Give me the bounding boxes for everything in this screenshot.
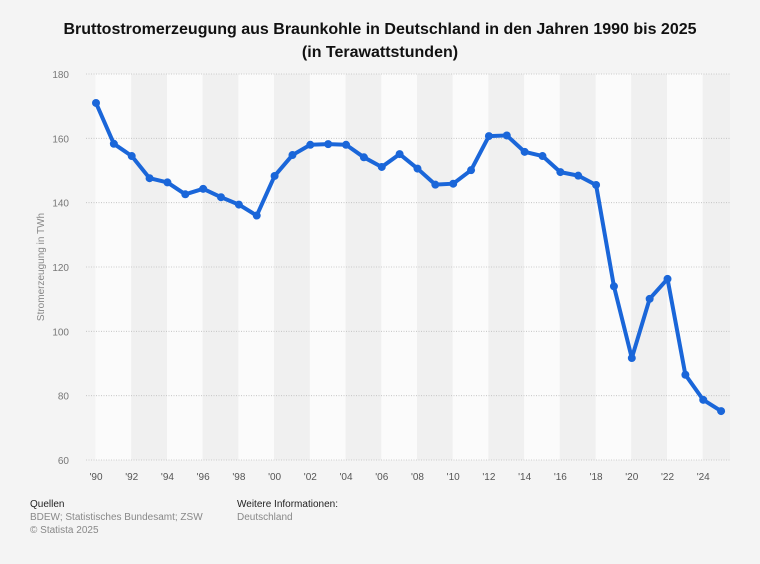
data-point <box>717 407 726 416</box>
chart-title: Bruttostromerzeugung aus Braunkohle in D… <box>63 21 697 61</box>
y-tick-label: 180 <box>52 70 69 81</box>
x-tick-label: '18 <box>590 472 603 483</box>
data-point <box>145 174 154 183</box>
data-point <box>306 140 315 149</box>
x-tick-label: '96 <box>197 472 210 483</box>
x-tick-label: '04 <box>340 472 353 483</box>
data-point <box>127 152 136 161</box>
info-text: Deutschland <box>237 512 293 523</box>
sources-text: BDEW; Statistisches Bundesamt; ZSW <box>30 512 203 523</box>
data-point <box>324 140 333 149</box>
data-point <box>377 162 386 171</box>
data-point <box>502 131 511 140</box>
data-point <box>252 211 261 220</box>
x-tick-label: '02 <box>304 472 317 483</box>
background-band <box>595 74 632 460</box>
data-point <box>359 153 368 162</box>
x-tick-label: '20 <box>625 472 638 483</box>
data-point <box>645 294 654 303</box>
data-point <box>234 200 243 209</box>
background-band <box>309 74 346 460</box>
background-band <box>166 74 203 460</box>
y-axis-label: Stromerzeugung in TWh <box>36 213 47 321</box>
x-tick-label: '94 <box>161 472 174 483</box>
data-point <box>699 395 708 404</box>
data-point <box>592 180 601 189</box>
data-point <box>288 151 297 160</box>
background-band <box>345 74 382 460</box>
sources-block: Quellen BDEW; Statistisches Bundesamt; Z… <box>30 498 203 537</box>
data-point <box>270 171 279 180</box>
x-tick-label: '12 <box>482 472 495 483</box>
background-band <box>202 74 239 460</box>
y-tick-label: 140 <box>52 199 69 210</box>
y-tick-label: 100 <box>52 327 69 338</box>
data-point <box>574 171 583 180</box>
data-point <box>181 190 190 199</box>
sources-heading: Quellen <box>30 499 65 510</box>
x-tick-label: '90 <box>89 472 102 483</box>
data-point <box>413 164 422 173</box>
x-tick-label: '10 <box>447 472 460 483</box>
data-point <box>109 139 118 148</box>
data-point <box>538 152 547 161</box>
data-point <box>217 193 226 202</box>
data-point <box>467 166 476 175</box>
data-point <box>609 282 618 291</box>
data-point <box>663 274 672 283</box>
background-band <box>559 74 596 460</box>
x-tick-label: '16 <box>554 472 567 483</box>
info-heading: Weitere Informationen: <box>237 499 338 510</box>
background-band <box>416 74 453 460</box>
data-point <box>163 178 172 187</box>
data-point <box>449 179 458 188</box>
data-point <box>342 140 351 149</box>
x-tick-label: '00 <box>268 472 281 483</box>
data-point <box>395 150 404 159</box>
copyright-text: © Statista 2025 <box>30 525 99 536</box>
data-point <box>92 98 100 107</box>
data-point <box>627 354 636 363</box>
data-point <box>484 132 493 141</box>
x-tick-label: '24 <box>697 472 710 483</box>
background-band <box>95 74 132 460</box>
data-point <box>199 184 208 193</box>
x-tick-label: '14 <box>518 472 531 483</box>
data-point <box>556 168 565 177</box>
background-band <box>667 74 703 460</box>
y-tick-label: 60 <box>58 456 70 467</box>
x-tick-label: '06 <box>375 472 388 483</box>
info-block: Weitere Informationen: Deutschland <box>237 498 338 524</box>
x-tick-label: '08 <box>411 472 424 483</box>
y-tick-label: 120 <box>52 263 69 274</box>
y-tick-label: 160 <box>52 134 69 145</box>
data-point <box>681 370 690 379</box>
x-tick-label: '92 <box>125 472 138 483</box>
background-band <box>452 74 489 460</box>
y-tick-label: 80 <box>58 392 70 403</box>
x-tick-label: '98 <box>232 472 245 483</box>
data-point <box>520 147 529 156</box>
x-tick-label: '22 <box>661 472 674 483</box>
data-point <box>431 180 440 189</box>
